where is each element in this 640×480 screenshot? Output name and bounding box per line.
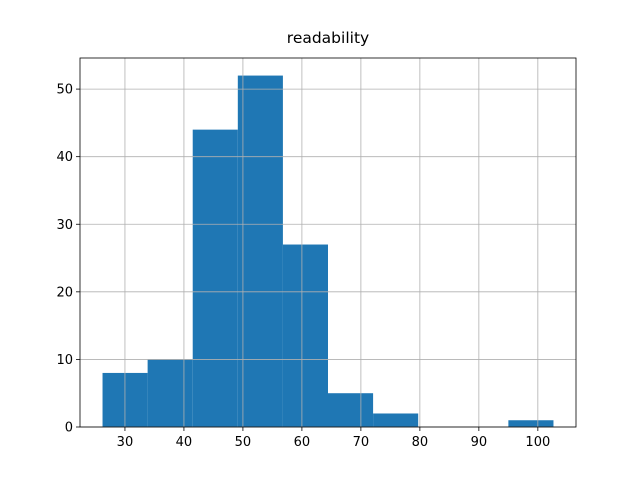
x-tick-label: 60 [294,435,311,450]
y-tick-label: 20 [56,285,73,300]
y-tick-label: 30 [56,218,73,233]
chart-title: readability [287,29,369,47]
bar [328,393,374,427]
x-tick-label: 50 [235,435,252,450]
bar [237,75,283,428]
x-tick-label: 100 [525,435,550,450]
x-tick-label: 70 [353,435,370,450]
x-tick-label: 40 [176,435,193,450]
x-tick-label: 90 [471,435,488,450]
y-tick-label: 10 [56,353,73,368]
x-tick-label: 30 [117,435,134,450]
y-tick-label: 40 [56,150,73,165]
bar [192,129,238,427]
plot-frame [79,57,577,428]
bar [373,413,419,427]
x-tick-label: 80 [412,435,429,450]
y-tick-label: 50 [56,83,73,98]
bar [282,244,328,427]
bar [508,420,554,427]
y-tick-label: 0 [65,421,73,436]
bar [147,359,193,427]
